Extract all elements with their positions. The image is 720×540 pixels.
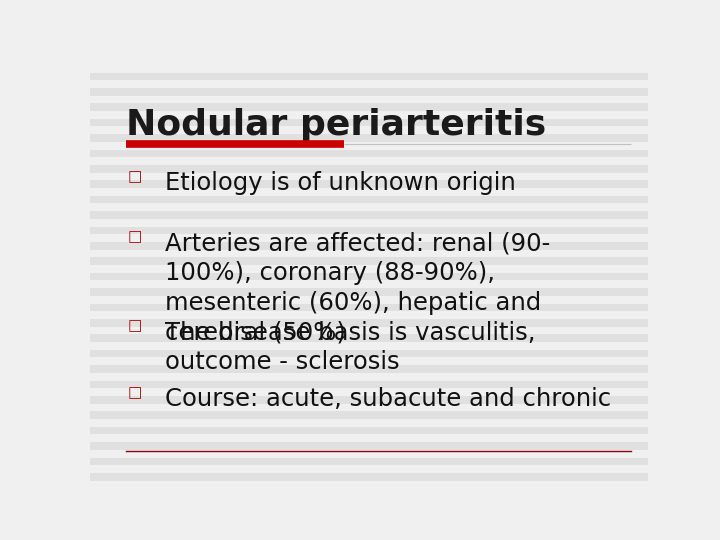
Bar xyxy=(90,88,648,96)
Bar xyxy=(90,80,648,88)
Text: □: □ xyxy=(128,168,143,184)
Text: □: □ xyxy=(128,385,143,400)
Bar xyxy=(90,257,648,265)
Bar xyxy=(90,211,648,219)
Bar xyxy=(90,319,648,327)
Bar xyxy=(90,134,648,142)
Bar xyxy=(90,234,648,242)
Bar xyxy=(90,72,648,80)
Bar xyxy=(90,195,648,204)
Bar xyxy=(90,442,648,450)
Bar xyxy=(90,373,648,381)
Bar xyxy=(90,465,648,473)
Bar xyxy=(90,457,648,465)
Bar xyxy=(90,142,648,150)
Bar xyxy=(90,280,648,288)
Bar xyxy=(90,296,648,303)
Bar xyxy=(90,427,648,434)
Bar xyxy=(90,334,648,342)
Text: Etiology is of unknown origin: Etiology is of unknown origin xyxy=(166,171,516,195)
Bar xyxy=(90,365,648,373)
Text: Arteries are affected: renal (90-
100%), coronary (88-90%),
mesenteric (60%), he: Arteries are affected: renal (90- 100%),… xyxy=(166,231,551,344)
Bar xyxy=(90,111,648,119)
Bar xyxy=(90,157,648,165)
Bar xyxy=(90,119,648,126)
Bar xyxy=(90,165,648,173)
Bar xyxy=(90,288,648,296)
Text: Course: acute, subacute and chronic: Course: acute, subacute and chronic xyxy=(166,387,611,411)
Bar xyxy=(90,188,648,195)
Bar xyxy=(90,219,648,226)
Text: □: □ xyxy=(128,229,143,244)
Bar xyxy=(90,226,648,234)
Bar xyxy=(90,419,648,427)
Bar xyxy=(90,350,648,357)
Text: □: □ xyxy=(128,319,143,333)
Bar xyxy=(90,450,648,457)
Bar xyxy=(90,327,648,334)
Text: Nodular periarteritis: Nodular periarteritis xyxy=(126,109,546,143)
Bar xyxy=(90,311,648,319)
Bar xyxy=(90,388,648,396)
Bar xyxy=(90,381,648,388)
Bar xyxy=(90,173,648,180)
Bar xyxy=(90,273,648,280)
Text: The disease basis is vasculitis,
outcome - sclerosis: The disease basis is vasculitis, outcome… xyxy=(166,321,536,374)
Bar xyxy=(90,434,648,442)
Bar xyxy=(90,96,648,103)
Bar xyxy=(90,411,648,419)
Bar xyxy=(90,403,648,411)
Bar xyxy=(90,65,648,72)
Bar xyxy=(90,396,648,403)
Bar xyxy=(90,473,648,481)
Bar xyxy=(90,150,648,157)
Bar xyxy=(90,180,648,188)
Bar xyxy=(90,126,648,134)
Bar xyxy=(90,265,648,273)
Bar xyxy=(90,342,648,350)
Bar xyxy=(90,242,648,249)
Bar xyxy=(90,103,648,111)
Bar xyxy=(90,204,648,211)
Bar xyxy=(90,357,648,365)
Bar xyxy=(90,303,648,311)
Bar xyxy=(90,249,648,257)
